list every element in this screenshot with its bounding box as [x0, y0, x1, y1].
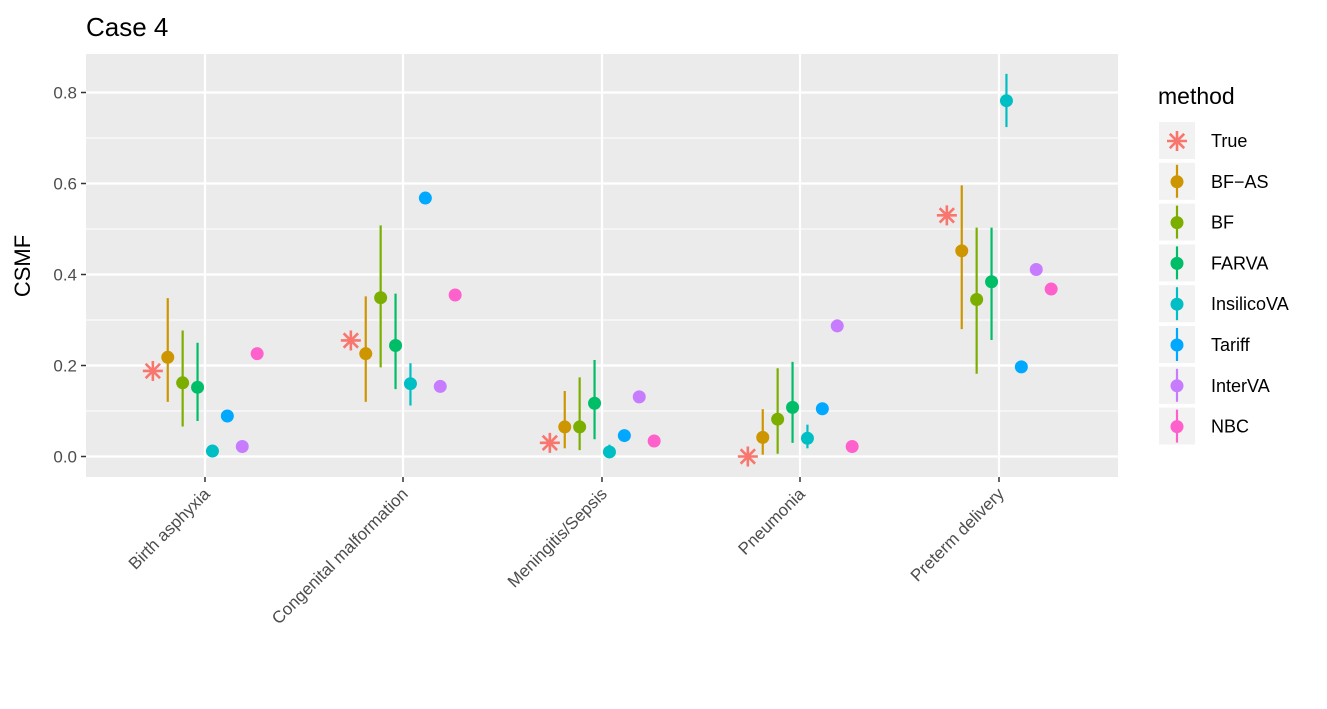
series-farva [191, 227, 999, 443]
data-point [573, 420, 587, 434]
series-insilicova [205, 73, 1013, 459]
data-point [1029, 262, 1043, 276]
asterisk-marker [1167, 131, 1187, 151]
data-point [161, 350, 175, 364]
y-tick-label: 0.2 [53, 357, 77, 376]
data-point [418, 191, 432, 205]
data-point [970, 293, 984, 307]
x-tick-label: Meningitis/Sepsis [504, 484, 611, 591]
x-tick-label: Pneumonia [735, 484, 810, 559]
x-tick-label: Birth asphyxia [125, 484, 214, 573]
data-point [389, 338, 403, 352]
data-point [815, 402, 829, 416]
series-interva [235, 262, 1043, 453]
series-true [142, 205, 957, 467]
legend-key-point [1170, 379, 1184, 393]
data-point [220, 409, 234, 423]
x-tick-label: Congenital malformation [268, 484, 412, 628]
series-nbc [250, 282, 1058, 453]
data-point [830, 319, 844, 333]
data-point [374, 291, 388, 305]
data-point [845, 439, 859, 453]
legend-key-point [1170, 420, 1184, 434]
data-point [448, 288, 462, 302]
y-axis-title: CSMF [10, 235, 35, 297]
asterisk-marker [737, 446, 758, 467]
data-point [999, 94, 1013, 108]
data-point [617, 429, 631, 443]
y-tick-label: 0.0 [53, 448, 77, 467]
data-point [176, 376, 190, 390]
asterisk-marker [340, 330, 361, 351]
data-point [1014, 360, 1028, 374]
data-point [1044, 282, 1058, 296]
legend-title: method [1158, 83, 1235, 109]
chart-title: Case 4 [86, 12, 168, 42]
legend-label: BF [1211, 213, 1234, 233]
legend-label: InsilicoVA [1211, 294, 1289, 314]
data-point [235, 439, 249, 453]
x-axis: Birth asphyxia Congenital malformation Men… [125, 477, 1008, 628]
legend-label: Tariff [1211, 335, 1251, 355]
grid-major [86, 54, 1118, 477]
data-point [786, 400, 800, 414]
series-bf [176, 225, 984, 454]
legend-key-point [1170, 175, 1184, 189]
legend-key-point [1170, 256, 1184, 270]
y-tick-label: 0.8 [53, 84, 77, 103]
asterisk-stroke [1168, 132, 1186, 150]
legend-key-point [1170, 338, 1184, 352]
legend-key-point [1170, 216, 1184, 230]
legend-key-point [1170, 297, 1184, 311]
data-point [602, 445, 616, 459]
legend-label: NBC [1211, 417, 1249, 437]
data-point [647, 434, 661, 448]
y-tick-label: 0.4 [53, 266, 77, 285]
legend-label: InterVA [1211, 376, 1270, 396]
data-point [191, 380, 205, 394]
legend: method True BF−AS BF FARVA InsilicoVA Tariff I… [1158, 83, 1289, 445]
data-point [588, 396, 602, 410]
data-point [955, 244, 969, 258]
legend-label: BF−AS [1211, 172, 1269, 192]
y-axis: 0.0 0.2 0.4 0.6 0.8 [53, 84, 86, 467]
asterisk-stroke [739, 448, 756, 465]
asterisk-marker [936, 205, 957, 226]
asterisk-marker [539, 432, 560, 453]
series-bf-as [161, 185, 969, 455]
series-tariff [220, 191, 1028, 443]
x-tick-label: Preterm delivery [907, 484, 1008, 585]
data-point [433, 379, 447, 393]
data-point [756, 430, 770, 444]
asterisk-stroke [541, 434, 558, 451]
data-point [800, 431, 814, 445]
data-point [632, 390, 646, 404]
data-point [250, 347, 264, 361]
legend-label: True [1211, 131, 1247, 151]
data-point [771, 412, 785, 426]
data-point [359, 347, 373, 361]
y-tick-label: 0.6 [53, 175, 77, 194]
data-point [558, 420, 572, 434]
asterisk-marker [142, 360, 163, 381]
data-point [985, 275, 999, 289]
asterisk-stroke [938, 207, 955, 224]
data-point [403, 377, 417, 391]
data-marks [142, 73, 1058, 467]
legend-label: FARVA [1211, 253, 1268, 273]
data-point [205, 444, 219, 458]
asterisk-stroke [342, 332, 359, 349]
asterisk-stroke [144, 362, 161, 380]
